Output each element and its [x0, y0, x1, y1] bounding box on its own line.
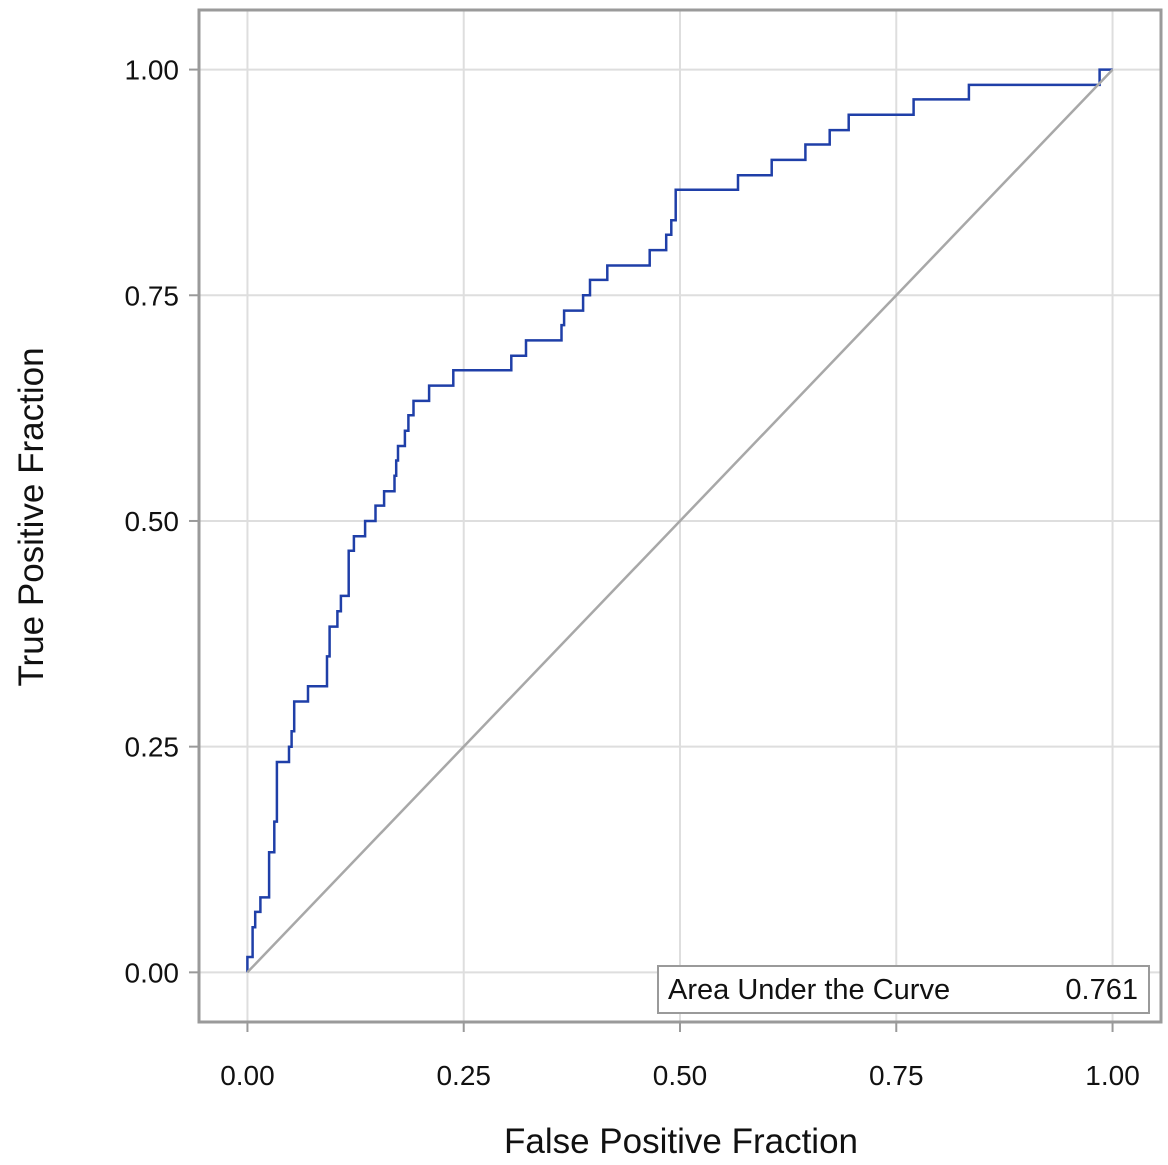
x-tick-label: 0.00 — [220, 1060, 275, 1091]
x-tick-label: 0.50 — [653, 1060, 708, 1091]
y-tick-label: 0.00 — [125, 957, 180, 988]
x-tick-label: 0.25 — [436, 1060, 491, 1091]
y-tick-label: 0.50 — [125, 506, 180, 537]
auc-label: Area Under the Curve — [668, 974, 950, 1006]
reference-diagonal-line — [246, 68, 1114, 974]
x-tick-label: 1.00 — [1085, 1060, 1140, 1091]
y-tick-label: 1.00 — [125, 55, 180, 86]
x-tick-label: 0.75 — [869, 1060, 924, 1091]
y-tick-label: 0.25 — [125, 732, 180, 763]
auc-annotation: Area Under the Curve 0.761 — [657, 965, 1150, 1014]
grid-lines — [199, 10, 1161, 1022]
tick-labels: 0.00 0.25 0.50 0.75 1.00 0.00 0.25 0.50 0.75 1.00 — [125, 55, 1140, 1091]
series-layer — [246, 68, 1114, 974]
auc-box — [657, 965, 1150, 1014]
y-tick-label: 0.75 — [125, 280, 180, 311]
y-axis-title: True Positive Fraction — [12, 347, 51, 686]
auc-value: 0.761 — [1065, 974, 1138, 1006]
x-axis-title: False Positive Fraction — [504, 1122, 858, 1161]
roc-curve-line — [246, 68, 1113, 973]
